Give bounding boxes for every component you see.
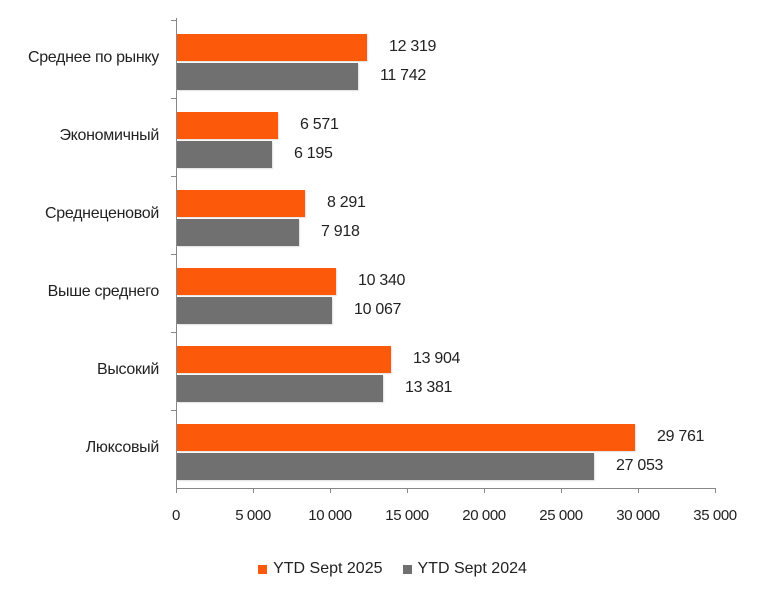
x-tick-label: 10 000	[308, 507, 352, 524]
x-tick	[638, 488, 639, 493]
category-label: Люксовый	[85, 439, 160, 456]
x-tick	[715, 488, 716, 493]
data-label: 7 918	[321, 223, 360, 240]
bar-2024	[177, 63, 358, 90]
legend-item-2024: YTD Sept 2024	[402, 560, 527, 578]
bar-2025	[177, 190, 305, 217]
x-tick	[330, 488, 331, 493]
x-tick-label: 0	[172, 507, 180, 524]
y-axis	[176, 18, 177, 488]
data-label: 8 291	[327, 194, 366, 211]
y-tick	[171, 254, 176, 255]
x-tick	[407, 488, 408, 493]
x-tick	[561, 488, 562, 493]
bar-2025	[177, 346, 391, 373]
legend: YTD Sept 2025 YTD Sept 2024	[0, 560, 773, 578]
y-tick	[171, 98, 176, 99]
data-label: 10 340	[358, 272, 406, 289]
legend-item-2025: YTD Sept 2025	[258, 560, 383, 578]
legend-swatch-2025	[258, 564, 268, 574]
x-tick	[176, 488, 177, 493]
data-label: 6 195	[294, 145, 333, 162]
x-tick-label: 25 000	[539, 507, 583, 524]
bar-2024	[177, 141, 272, 168]
bar-2024	[177, 219, 299, 246]
x-tick-label: 20 000	[462, 507, 506, 524]
category-label: Экономичный	[59, 127, 159, 144]
data-label: 10 067	[354, 301, 402, 318]
category-label: Выше среднего	[47, 283, 160, 300]
legend-swatch-2024	[402, 564, 412, 574]
data-label: 13 904	[413, 350, 461, 367]
category-label: Среднее по рынку	[27, 49, 159, 66]
data-label: 11 742	[380, 67, 426, 84]
category-label: Среднеценовой	[45, 205, 159, 222]
data-label: 13 381	[405, 379, 453, 396]
x-tick	[253, 488, 254, 493]
y-tick	[171, 410, 176, 411]
bar-2024	[177, 297, 332, 324]
bar-2025	[177, 268, 336, 295]
x-axis	[176, 488, 716, 489]
y-tick	[171, 176, 176, 177]
x-tick-label: 5 000	[235, 507, 271, 524]
bar-2025	[177, 112, 278, 139]
y-tick	[171, 20, 176, 21]
bar-2024	[177, 375, 383, 402]
x-tick	[484, 488, 485, 493]
x-tick-label: 35 000	[693, 507, 737, 524]
data-label: 12 319	[389, 38, 437, 55]
bar-2025	[177, 424, 635, 451]
data-label: 6 571	[300, 116, 339, 133]
bar-2024	[177, 453, 594, 480]
x-tick-label: 30 000	[616, 507, 660, 524]
y-tick	[171, 332, 176, 333]
data-label: 29 761	[657, 428, 705, 445]
data-label: 27 053	[616, 457, 664, 474]
legend-label-2025: YTD Sept 2025	[273, 560, 383, 577]
x-tick-label: 15 000	[385, 507, 429, 524]
legend-label-2024: YTD Sept 2024	[417, 560, 527, 577]
category-label: Высокий	[96, 361, 159, 378]
bar-2025	[177, 34, 367, 61]
